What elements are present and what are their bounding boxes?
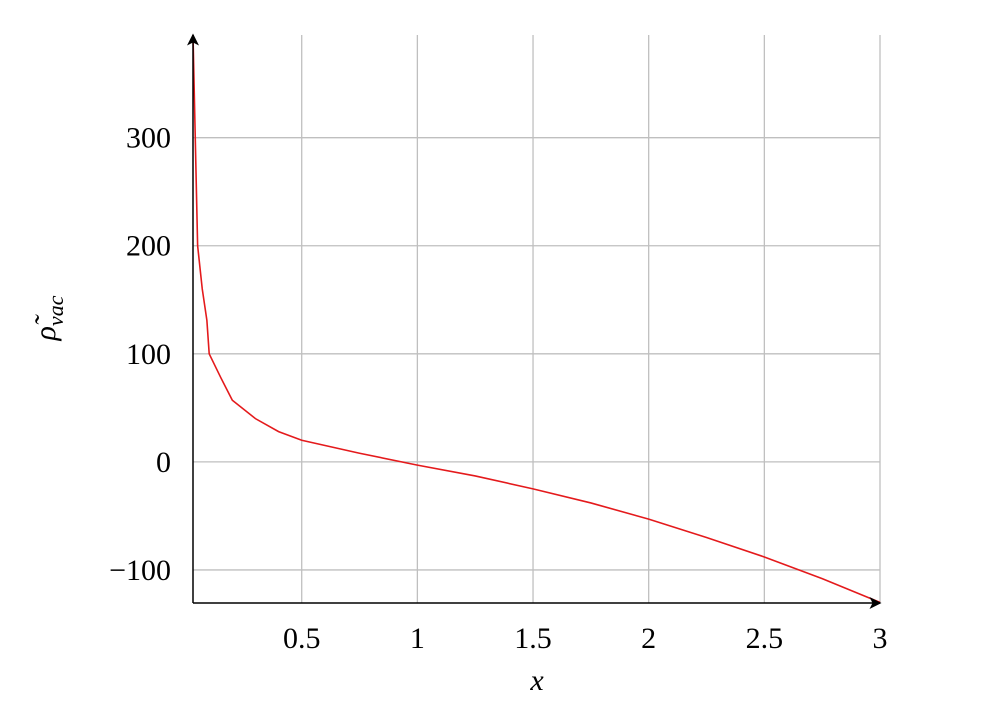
x-tick-label: 0.5: [283, 622, 321, 655]
y-tick-label: 200: [126, 230, 171, 263]
x-tick-label: 1: [410, 622, 425, 655]
x-tick-label: 2: [641, 622, 656, 655]
y-label-sub: vac: [43, 295, 68, 326]
data-line: [192, 34, 881, 604]
y-tick-label: 0: [156, 446, 171, 479]
y-axis-label: ρ̃vac: [29, 295, 68, 341]
x-tick-label: 3: [873, 622, 888, 655]
plot-area: [192, 34, 881, 604]
x-axis-label: x: [529, 664, 544, 697]
x-tick-label: 2.5: [746, 622, 784, 655]
y-tick-label: 300: [126, 122, 171, 155]
x-tick-label: 1.5: [514, 622, 552, 655]
y-tick-label: −100: [109, 554, 171, 587]
y-tick-label: 100: [126, 338, 171, 371]
grid: [193, 35, 881, 603]
